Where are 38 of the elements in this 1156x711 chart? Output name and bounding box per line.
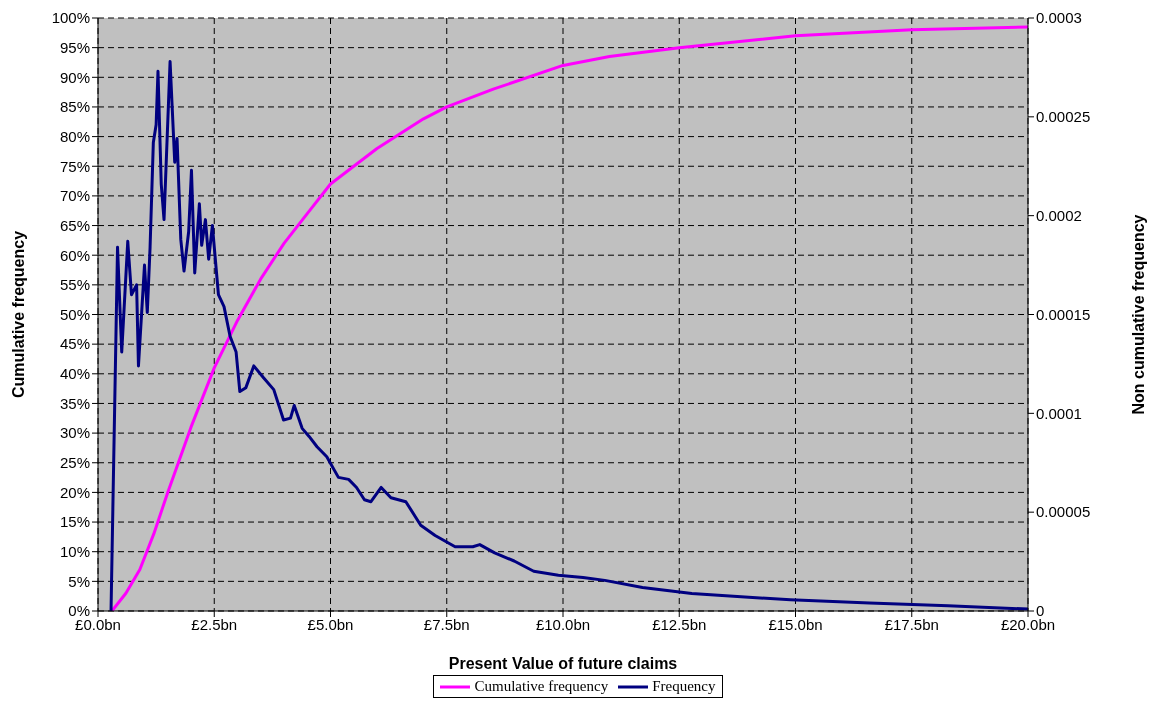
y-tick-label: 90% (59, 68, 90, 86)
y-tick-label: 100% (51, 9, 90, 27)
y2-tick-label: 0.00005 (1036, 503, 1091, 521)
y-tick-label: 70% (59, 187, 90, 205)
legend-label: Frequency (652, 678, 716, 695)
x-tick-label: £10.0bn (535, 615, 591, 633)
y2-tick-label: 0.0001 (1036, 404, 1082, 422)
y2-tick-label: 0.00025 (1036, 108, 1091, 126)
y2-axis-title: Non cumulative frequency (1129, 214, 1147, 415)
y2-tick-label: 0.00015 (1036, 305, 1091, 323)
y-tick-label: 20% (59, 483, 90, 501)
y-tick-label: 30% (59, 424, 90, 442)
x-tick-label: £12.5bn (652, 615, 707, 633)
y-tick-label: 80% (59, 127, 90, 145)
y2-tick-label: 0.0003 (1036, 9, 1082, 27)
x-tick-label: £7.5bn (423, 615, 470, 633)
y-tick-label: 15% (59, 513, 90, 531)
y-tick-label: 75% (59, 157, 90, 175)
y-tick-label: 35% (59, 394, 90, 412)
y-tick-label: 85% (59, 98, 90, 116)
y2-tick-label: 0.0002 (1036, 206, 1082, 224)
y-tick-label: 95% (59, 38, 90, 56)
x-tick-label: £5.0bn (307, 615, 354, 633)
y-tick-label: 10% (59, 543, 90, 561)
y-tick-label: 50% (59, 305, 90, 323)
y-tick-label: 60% (59, 246, 90, 264)
y-tick-label: 55% (59, 276, 90, 294)
y-axis-title: Cumulative frequency (9, 230, 27, 399)
x-tick-label: £15.0bn (768, 615, 823, 633)
y-tick-label: 45% (59, 335, 90, 353)
legend-label: Cumulative frequency (474, 678, 609, 695)
x-tick-label: £17.5bn (884, 615, 939, 633)
x-tick-label: £2.5bn (191, 615, 238, 633)
y-tick-label: 65% (59, 216, 90, 234)
y-tick-label: 5% (68, 572, 90, 590)
x-axis-title: Present Value of future claims (448, 655, 678, 672)
y-tick-label: 40% (59, 365, 90, 383)
y-tick-label: 25% (59, 454, 90, 472)
